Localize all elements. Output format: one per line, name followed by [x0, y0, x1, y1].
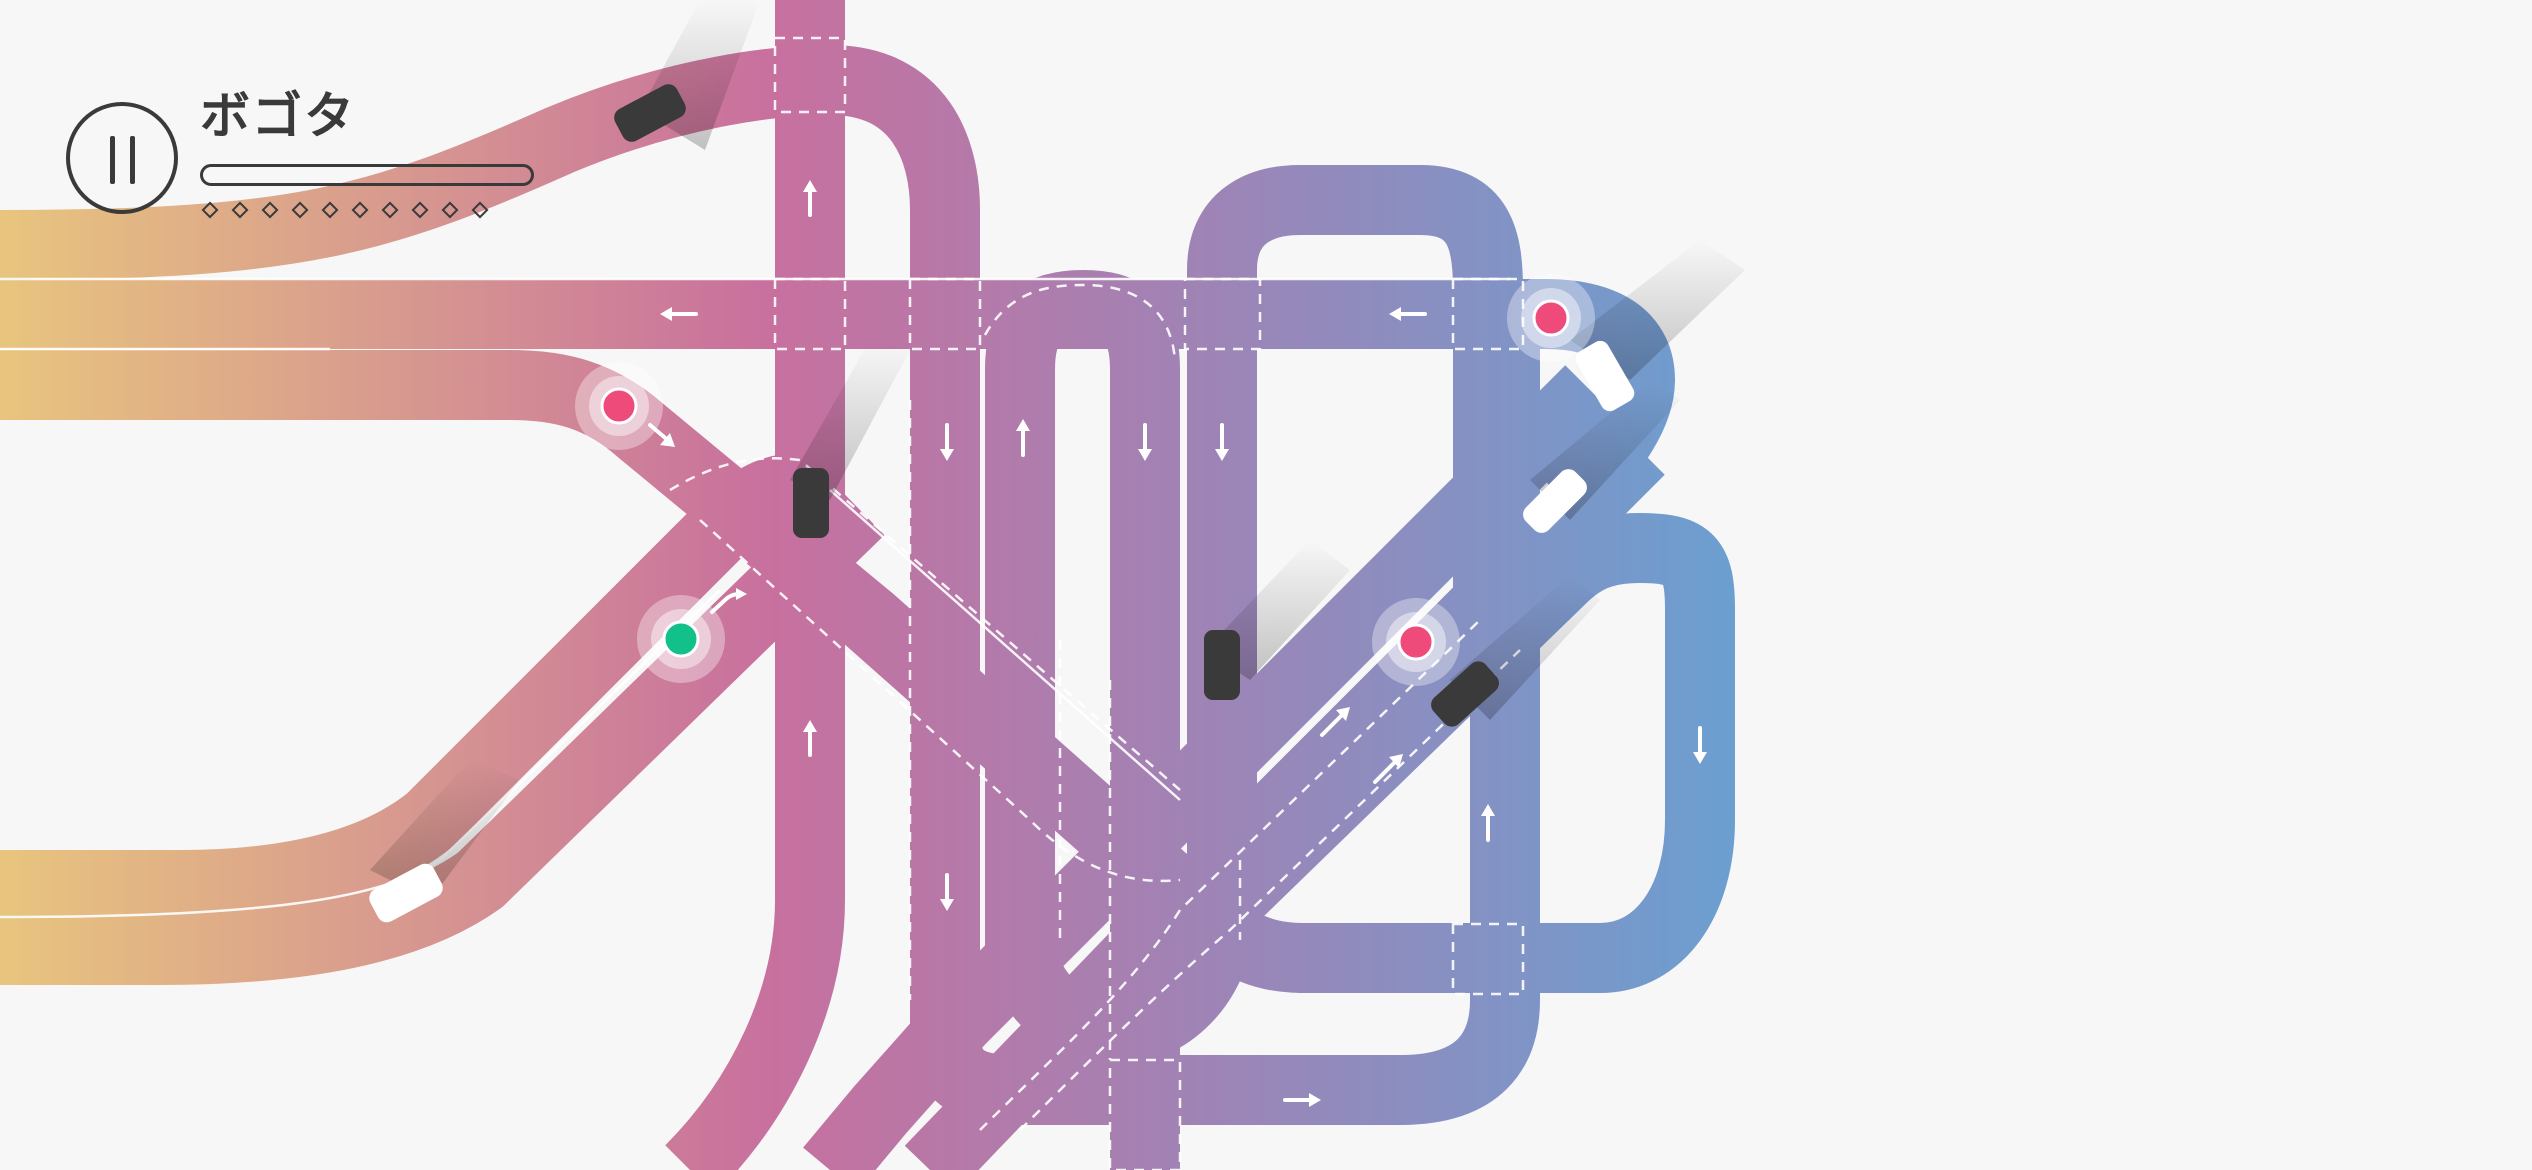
arrow-icon: [1481, 804, 1495, 842]
arrow-icon: [1215, 423, 1229, 461]
traffic-signal-icon[interactable]: [1372, 598, 1460, 686]
city-name: ボゴタ: [200, 87, 356, 145]
direction-arrows: [648, 180, 1707, 1107]
road-lower-diagonal-2: [0, 484, 885, 985]
car-icon[interactable]: [1572, 338, 1637, 415]
arrow-icon: [1283, 1093, 1321, 1107]
arrow-icon: [1016, 419, 1030, 457]
cars[interactable]: [366, 81, 1638, 926]
arrow-icon: [940, 423, 954, 461]
milestone-diamond-icon: [411, 201, 429, 219]
road-top-curve: [0, 45, 1540, 1125]
pause-button[interactable]: [66, 102, 178, 214]
arrow-icon: [1138, 423, 1152, 461]
arrow-icon: [1693, 726, 1707, 764]
milestone-diamond-icon: [291, 201, 309, 219]
arrow-icon: [940, 873, 954, 911]
arrow-icon: [710, 588, 747, 614]
intersection-markings: [669, 36, 1525, 1170]
traffic-signal-icon[interactable]: [1507, 274, 1595, 362]
road-diagonal-bottom: [803, 365, 1615, 1170]
car-icon[interactable]: [1204, 630, 1240, 700]
traffic-signal-icon[interactable]: [637, 595, 725, 683]
arrow-icon: [648, 423, 675, 447]
milestone-diamond-icon: [441, 201, 459, 219]
arrow-icon: [803, 180, 817, 217]
milestone-diamond-icon: [351, 201, 369, 219]
milestone-diamond-icon: [471, 201, 489, 219]
arrow-icon: [1373, 754, 1403, 784]
milestone-diamond-icon: [261, 201, 279, 219]
car-icon[interactable]: [1519, 465, 1591, 537]
car-icon[interactable]: [1427, 657, 1503, 731]
traffic-signals[interactable]: [575, 274, 1595, 686]
road-loop-right: [1187, 165, 1523, 700]
milestone-diamond-icon: [321, 201, 339, 219]
road-diagonal-bottom-2: [904, 425, 1665, 1170]
arrow-icon: [803, 720, 817, 757]
car-icon[interactable]: [366, 860, 446, 926]
traffic-signal-icon[interactable]: [575, 362, 663, 450]
milestone-diamond-icon: [381, 201, 399, 219]
milestone-diamond-icon: [231, 201, 249, 219]
level-progress-bar: [200, 164, 534, 186]
car-icon[interactable]: [611, 81, 690, 146]
road-vertical-center: [664, 0, 845, 1170]
arrow-icon: [1320, 707, 1350, 737]
arrow-icon: [1389, 307, 1427, 321]
milestone-diamond-icon: [201, 201, 219, 219]
road-hairpin-a: [985, 270, 1180, 1170]
car-icon[interactable]: [793, 468, 829, 538]
milestone-markers: [201, 201, 489, 219]
arrow-icon: [660, 307, 698, 321]
